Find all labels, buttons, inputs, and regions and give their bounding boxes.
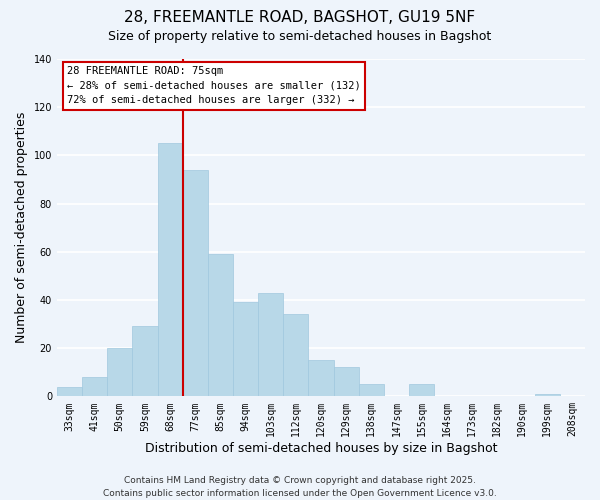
Bar: [158, 144, 182, 396]
Y-axis label: Number of semi-detached properties: Number of semi-detached properties: [15, 112, 28, 344]
Bar: [82, 377, 107, 396]
Bar: [334, 368, 359, 396]
Bar: [359, 384, 384, 396]
Bar: [308, 360, 334, 397]
Bar: [535, 394, 560, 396]
Bar: [233, 302, 258, 396]
Text: 28 FREEMANTLE ROAD: 75sqm
← 28% of semi-detached houses are smaller (132)
72% of: 28 FREEMANTLE ROAD: 75sqm ← 28% of semi-…: [67, 66, 361, 106]
Bar: [182, 170, 208, 396]
Bar: [258, 292, 283, 397]
Bar: [409, 384, 434, 396]
Text: Size of property relative to semi-detached houses in Bagshot: Size of property relative to semi-detach…: [109, 30, 491, 43]
Text: Contains HM Land Registry data © Crown copyright and database right 2025.
Contai: Contains HM Land Registry data © Crown c…: [103, 476, 497, 498]
Bar: [283, 314, 308, 396]
Bar: [208, 254, 233, 396]
X-axis label: Distribution of semi-detached houses by size in Bagshot: Distribution of semi-detached houses by …: [145, 442, 497, 455]
Bar: [133, 326, 158, 396]
Bar: [57, 386, 82, 396]
Text: 28, FREEMANTLE ROAD, BAGSHOT, GU19 5NF: 28, FREEMANTLE ROAD, BAGSHOT, GU19 5NF: [124, 10, 476, 25]
Bar: [107, 348, 133, 397]
